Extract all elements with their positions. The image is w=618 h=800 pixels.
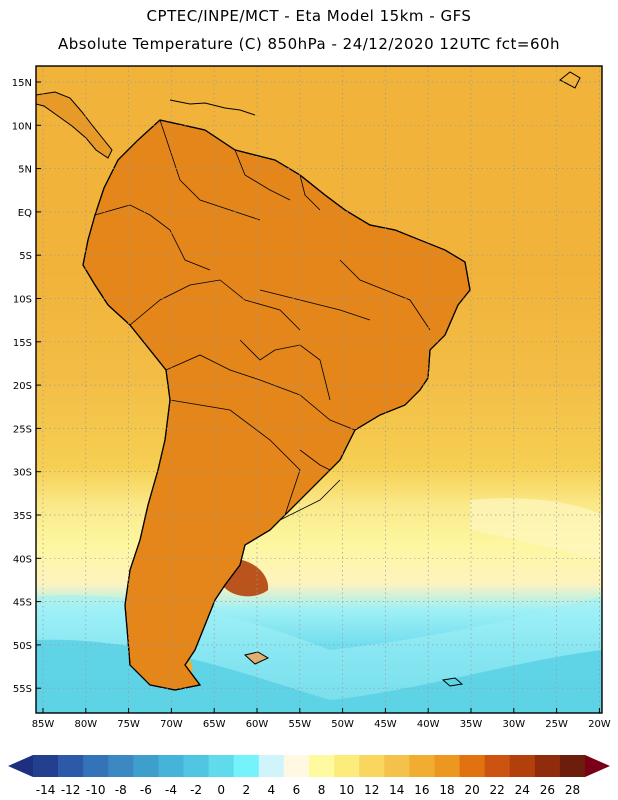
colorbar-tick-label: -12	[61, 783, 81, 797]
colorbar-boxes	[33, 755, 586, 777]
colorbar-box	[183, 755, 209, 777]
colorbar-tick-label: 10	[339, 783, 354, 797]
lat-label: 5S	[19, 251, 32, 262]
colorbar-box	[484, 755, 511, 777]
latitude-labels: 15N 10N 5N EQ 5S 10S 15S 20S 25S 30S 35S 40S 45S 50S 5…	[12, 78, 32, 695]
colorbar-box	[559, 755, 586, 777]
lon-label: 85W	[32, 719, 55, 730]
lon-label: 70W	[160, 719, 183, 730]
lat-label: 25S	[13, 424, 32, 435]
colorbar-box	[283, 755, 310, 777]
colorbar-tick-label: 6	[293, 783, 301, 797]
colorbar-box	[58, 755, 84, 777]
colorbar-tick-label: -6	[140, 783, 152, 797]
lat-label: 10S	[13, 295, 32, 306]
colorbar-box	[258, 755, 285, 777]
coastline	[82, 119, 471, 691]
colorbar-tick-label: 0	[217, 783, 225, 797]
colorbar-tick-label: -2	[190, 783, 202, 797]
map-frame	[35, 65, 603, 714]
colorbar-high-arrow	[585, 755, 610, 777]
colorbar-box	[334, 755, 360, 777]
lat-label: 10N	[12, 121, 32, 132]
lon-label: 75W	[117, 719, 140, 730]
colorbar-tick-label: -14	[36, 783, 56, 797]
colorbar-tick-label: 26	[540, 783, 555, 797]
colorbar-tick-label: -10	[86, 783, 106, 797]
colorbar-tick-label: 14	[389, 783, 404, 797]
lat-label: 5N	[18, 165, 32, 176]
lon-label: 55W	[288, 719, 311, 730]
country-borders	[94, 119, 431, 521]
colorbar-box	[409, 755, 435, 777]
colorbar-box	[509, 755, 536, 777]
lat-label: 15N	[12, 78, 32, 89]
colorbar-box	[158, 755, 184, 777]
longitude-labels: 85W 80W 75W 70W 65W 60W 55W 50W 45W 40W 35W 30W 25W 2…	[32, 719, 611, 730]
lat-label: 55S	[13, 684, 32, 695]
temperature-map: 15N 10N 5N EQ 5S 10S 15S 20S 25S 30S 35S 40S 45S 50S 5…	[12, 65, 611, 730]
lat-label: 35S	[13, 511, 32, 522]
lon-label: 25W	[545, 719, 568, 730]
lat-label: EQ	[18, 208, 32, 219]
colorbar-tick-label: 22	[490, 783, 505, 797]
longitude-ticks	[42, 708, 600, 713]
colorbar-box	[108, 755, 134, 777]
lat-label: 40S	[13, 554, 32, 565]
colorbar-box	[359, 755, 385, 777]
colorbar-box	[208, 755, 235, 777]
colorbar-box	[309, 755, 335, 777]
lat-label: 20S	[13, 381, 32, 392]
colorbar-labels: -14 -12 -10 -8 -6 -4 -2 0 2 4 6 8 10 12 14 16 18 20 22 24 26…	[36, 783, 580, 797]
colorbar-box	[534, 755, 561, 777]
colorbar-tick-label: -8	[115, 783, 127, 797]
lon-label: 45W	[374, 719, 397, 730]
lesser-antilles	[559, 71, 581, 89]
central-america-land	[36, 91, 113, 159]
colorbar-tick-label: 18	[439, 783, 454, 797]
lat-label: 50S	[13, 641, 32, 652]
colorbar-tick-label: 24	[515, 783, 530, 797]
colorbar-low-arrow	[8, 755, 33, 777]
colorbar-box	[33, 755, 59, 777]
colorbar-tick-label: 28	[565, 783, 580, 797]
lon-label: 80W	[74, 719, 97, 730]
colorbar-tick-label: 12	[364, 783, 379, 797]
colorbar-box	[233, 755, 260, 777]
lon-label: 50W	[331, 719, 354, 730]
colorbar-tick-label: 16	[414, 783, 429, 797]
colorbar-tick-label: -4	[165, 783, 177, 797]
lon-label: 20W	[588, 719, 611, 730]
latitude-ticks	[36, 81, 41, 689]
colorbar-tick-label: 8	[318, 783, 326, 797]
colorbar: -14 -12 -10 -8 -6 -4 -2 0 2 4 6 8 10 12 14 16 18 20 22 24 26…	[8, 755, 610, 797]
lat-label: 30S	[13, 468, 32, 479]
colorbar-box	[384, 755, 410, 777]
lat-label: 45S	[13, 598, 32, 609]
lon-label: 40W	[417, 719, 440, 730]
warm-patch-south-atlantic	[470, 498, 602, 560]
colorbar-tick-label: 2	[242, 783, 250, 797]
title-line-2: Absolute Temperature (C) 850hPa - 24/12/…	[57, 35, 561, 53]
title-line-1: CPTEC/INPE/MCT - Eta Model 15km - GFS	[146, 7, 472, 25]
colorbar-box	[133, 755, 159, 777]
colorbar-box	[434, 755, 460, 777]
lon-label: 35W	[460, 719, 483, 730]
colorbar-tick-label: 20	[464, 783, 479, 797]
colorbar-box	[83, 755, 109, 777]
colorbar-tick-label: 4	[268, 783, 276, 797]
south-georgia-island	[441, 677, 464, 687]
falkland-islands	[243, 651, 270, 665]
caribbean-islands	[169, 99, 256, 116]
lat-label: 15S	[13, 338, 32, 349]
lon-label: 30W	[502, 719, 525, 730]
lon-label: 65W	[203, 719, 226, 730]
colorbar-box	[459, 755, 485, 777]
lon-label: 60W	[246, 719, 269, 730]
